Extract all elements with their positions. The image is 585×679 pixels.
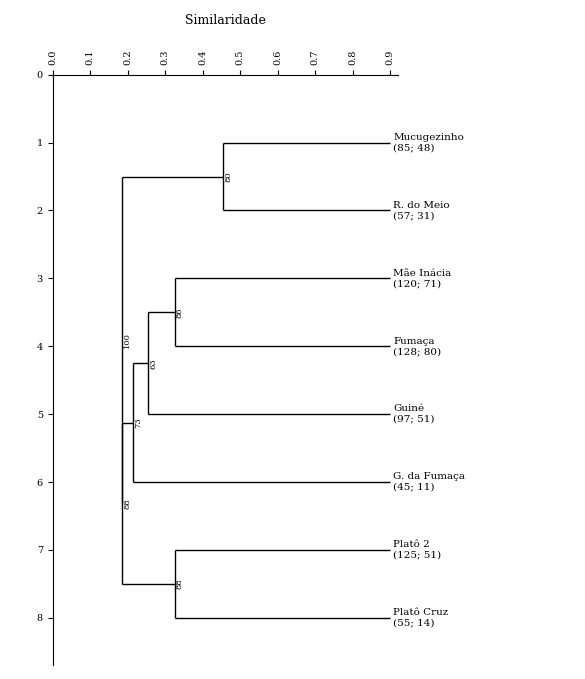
Text: Guiné
(97; 51): Guiné (97; 51) — [393, 405, 435, 424]
Text: 80: 80 — [225, 171, 232, 182]
Text: 88: 88 — [123, 498, 131, 509]
Text: Mãe Inácia
(120; 71): Mãe Inácia (120; 71) — [393, 269, 452, 288]
Text: 86: 86 — [176, 307, 184, 318]
Title: Similaridade: Similaridade — [185, 14, 266, 27]
Text: Fumaça
(128; 80): Fumaça (128; 80) — [393, 337, 442, 356]
Text: R. do Meio
(57; 31): R. do Meio (57; 31) — [393, 201, 450, 220]
Text: 73: 73 — [135, 418, 142, 428]
Text: 63: 63 — [149, 358, 157, 369]
Text: G. da Fumaça
(45; 11): G. da Fumaça (45; 11) — [393, 473, 465, 492]
Text: Platô 2
(125; 51): Platô 2 (125; 51) — [393, 540, 442, 559]
Text: 88: 88 — [176, 579, 184, 589]
Text: Platô Cruz
(55; 14): Platô Cruz (55; 14) — [393, 608, 449, 627]
Text: 100: 100 — [123, 332, 131, 348]
Text: Mucugezinho
(85; 48): Mucugezinho (85; 48) — [393, 133, 464, 152]
